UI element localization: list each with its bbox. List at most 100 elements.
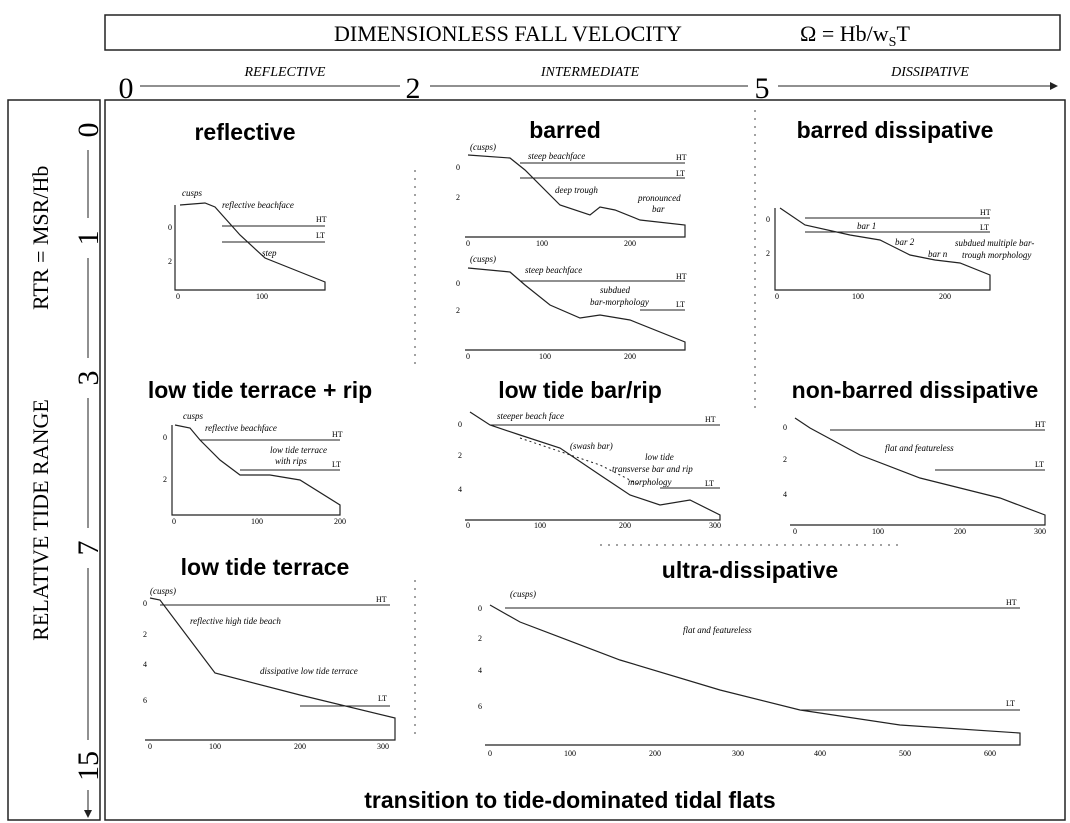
annotation: cusps (183, 411, 203, 421)
distance-tick: 100 (872, 527, 884, 536)
tide-label: HT (980, 208, 991, 217)
annotation: dissipative low tide terrace (260, 666, 358, 676)
tide-label: LT (316, 231, 325, 240)
depth-tick: 2 (456, 193, 460, 202)
depth-tick: 2 (456, 306, 460, 315)
annotation: morphology (628, 477, 672, 487)
scale-value: 0 (72, 123, 105, 138)
distance-tick: 200 (624, 239, 636, 248)
annotation: reflective high tide beach (190, 616, 281, 626)
annotation: (cusps) (510, 589, 536, 599)
panel-title: non-barred dissipative (792, 377, 1039, 403)
depth-tick: 0 (163, 433, 167, 442)
panel-title: reflective (194, 119, 295, 145)
footer: transition to tide-dominated tidal flats (364, 787, 775, 813)
distance-tick: 100 (251, 517, 263, 526)
tide-label: LT (378, 694, 387, 703)
depth-tick: 0 (456, 279, 460, 288)
distance-tick: 200 (294, 742, 306, 751)
annotation: subdued (600, 285, 630, 295)
annotation: (cusps) (470, 142, 496, 152)
tide-label: HT (1006, 598, 1017, 607)
distance-tick: 300 (1034, 527, 1046, 536)
distance-tick: 0 (488, 749, 492, 758)
annotation: steep beachface (528, 151, 585, 161)
annotation: pronounced (637, 193, 681, 203)
zone-label: INTERMEDIATE (540, 65, 640, 80)
annotation: (cusps) (470, 254, 496, 264)
distance-tick: 200 (624, 352, 636, 361)
scale-value: 2 (406, 72, 421, 105)
annotation: low tide (645, 452, 674, 462)
depth-tick: 6 (478, 702, 482, 711)
tide-label: LT (1006, 699, 1015, 708)
distance-tick: 0 (466, 239, 470, 248)
scale-value: 0 (119, 72, 134, 105)
depth-tick: 4 (458, 485, 462, 494)
tide-label: LT (1035, 460, 1044, 469)
distance-tick: 0 (466, 521, 470, 530)
annotation: flat and featureless (885, 443, 954, 453)
annotation: bar 1 (857, 221, 876, 231)
tide-label: HT (676, 272, 687, 281)
tide-label: HT (676, 153, 687, 162)
distance-tick: 400 (814, 749, 826, 758)
zone-label: DISSIPATIVE (890, 65, 969, 80)
distance-tick: 0 (172, 517, 176, 526)
distance-tick: 200 (334, 517, 346, 526)
scale-value: 5 (755, 72, 770, 105)
annotation: reflective beachface (222, 200, 294, 210)
distance-tick: 200 (954, 527, 966, 536)
left-title-group: RELATIVE TIDE RANGE RTR = MSR/Hb (28, 166, 53, 641)
depth-tick: 4 (478, 666, 482, 675)
distance-tick: 100 (852, 292, 864, 301)
annotation: flat and featureless (683, 625, 752, 635)
distance-tick: 0 (148, 742, 152, 751)
distance-tick: 500 (899, 749, 911, 758)
distance-tick: 300 (732, 749, 744, 758)
tide-label: LT (332, 460, 341, 469)
panel-title: low tide terrace (181, 554, 350, 580)
panel-title: low tide bar/rip (498, 377, 662, 403)
depth-tick: 0 (766, 215, 770, 224)
annotation: (swash bar) (570, 441, 613, 451)
annotation: low tide terrace (270, 445, 327, 455)
annotation: steep beachface (525, 265, 582, 275)
tide-label: LT (676, 169, 685, 178)
annotation: bar (652, 204, 665, 214)
left-title: RELATIVE TIDE RANGE (28, 399, 53, 641)
scale-value: 1 (72, 231, 105, 246)
annotation: with rips (275, 456, 307, 466)
annotation: steeper beach face (497, 411, 564, 421)
distance-tick: 100 (534, 521, 546, 530)
scale-value: 15 (72, 751, 105, 781)
annotation: reflective beachface (205, 423, 277, 433)
distance-tick: 300 (709, 521, 721, 530)
panel-title: ultra-dissipative (662, 557, 838, 583)
depth-tick: 2 (478, 634, 482, 643)
annotation: bar n (928, 249, 948, 259)
distance-tick: 0 (775, 292, 779, 301)
distance-tick: 0 (176, 292, 180, 301)
depth-tick: 2 (168, 257, 172, 266)
annotation: trough morphology (962, 250, 1031, 260)
distance-tick: 100 (256, 292, 268, 301)
scale-value: 7 (72, 541, 105, 556)
depth-tick: 0 (458, 420, 462, 429)
depth-tick: 2 (458, 451, 462, 460)
depth-tick: 0 (143, 599, 147, 608)
annotation: subdued multiple bar- (955, 238, 1034, 248)
distance-tick: 100 (564, 749, 576, 758)
header-title: DIMENSIONLESS FALL VELOCITY (334, 21, 682, 46)
zone-label: REFLECTIVE (244, 65, 326, 80)
annotation: transverse bar and rip (612, 464, 693, 474)
depth-tick: 0 (456, 163, 460, 172)
depth-tick: 2 (163, 475, 167, 484)
tide-label: HT (705, 415, 716, 424)
tide-label: HT (376, 595, 387, 604)
tide-label: LT (705, 479, 714, 488)
annotation: bar-morphology (590, 297, 649, 307)
depth-tick: 4 (143, 660, 147, 669)
depth-tick: 6 (143, 696, 147, 705)
panel-title: barred dissipative (797, 117, 994, 143)
